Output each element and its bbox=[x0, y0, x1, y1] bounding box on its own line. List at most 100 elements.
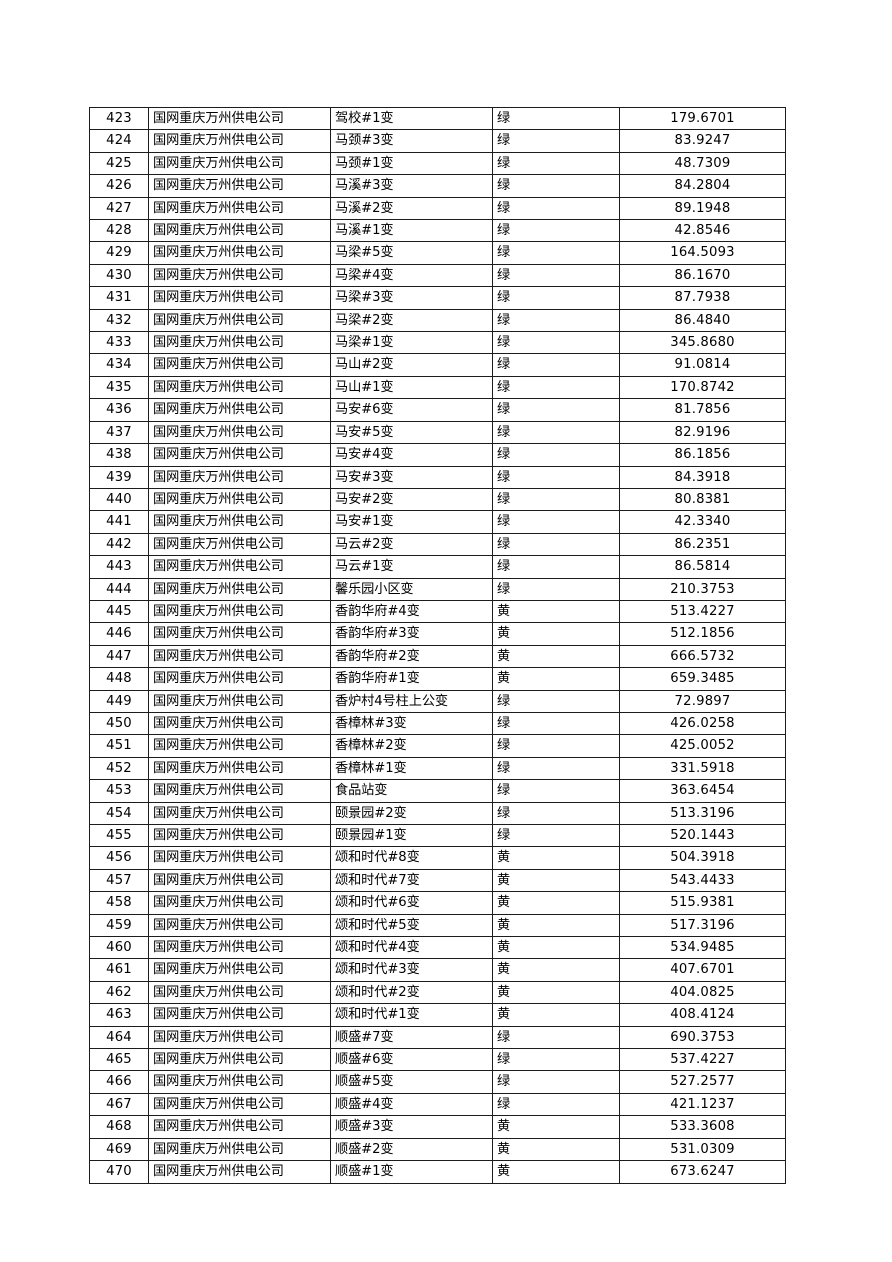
cell-index: 433 bbox=[89, 331, 149, 355]
cell-station: 马梁#1变 bbox=[330, 331, 493, 355]
cell-company: 国网重庆万州供电公司 bbox=[148, 219, 331, 243]
cell-index: 463 bbox=[89, 1003, 149, 1027]
cell-value: 543.4433 bbox=[619, 868, 786, 893]
cell-index: 466 bbox=[89, 1070, 149, 1094]
table-row: 441 国网重庆万州供电公司 马安#1变绿 42.3340 bbox=[89, 510, 786, 534]
table-row: 429 国网重庆万州供电公司 马梁#5变绿 164.5093 bbox=[89, 241, 786, 265]
cell-company: 国网重庆万州供电公司 bbox=[148, 286, 331, 310]
cell-company: 国网重庆万州供电公司 bbox=[148, 980, 331, 1005]
cell-station: 香樟林#3变 bbox=[330, 711, 493, 736]
cell-index: 459 bbox=[89, 913, 149, 938]
cell-station: 马安#3变 bbox=[330, 465, 493, 489]
table-row: 464 国网重庆万州供电公司 顺盛#7变绿 690.3753 bbox=[89, 1025, 786, 1050]
table-row: 444 国网重庆万州供电公司 馨乐园小区变绿 210.3753 bbox=[89, 577, 786, 601]
cell-value: 86.1856 bbox=[619, 443, 786, 467]
cell-company: 国网重庆万州供电公司 bbox=[148, 1115, 331, 1139]
cell-company: 国网重庆万州供电公司 bbox=[148, 689, 331, 713]
cell-station: 马梁#2变 bbox=[330, 308, 493, 333]
cell-value: 80.8381 bbox=[619, 487, 786, 512]
cell-status: 绿 bbox=[492, 801, 620, 826]
cell-company: 国网重庆万州供电公司 bbox=[148, 846, 331, 870]
cell-company: 国网重庆万州供电公司 bbox=[148, 398, 331, 422]
cell-station: 马安#5变 bbox=[330, 420, 493, 445]
cell-index: 454 bbox=[89, 801, 149, 826]
cell-company: 国网重庆万州供电公司 bbox=[148, 891, 331, 915]
cell-value: 81.7856 bbox=[619, 398, 786, 422]
cell-company: 国网重庆万州供电公司 bbox=[148, 1003, 331, 1027]
cell-status: 黄 bbox=[492, 980, 620, 1005]
cell-index: 436 bbox=[89, 398, 149, 422]
cell-value: 83.9247 bbox=[619, 129, 786, 153]
table-row: 438 国网重庆万州供电公司 马安#4变绿 86.1856 bbox=[89, 443, 786, 467]
cell-index: 434 bbox=[89, 353, 149, 377]
table-row: 469 国网重庆万州供电公司 顺盛#2变黄 531.0309 bbox=[89, 1137, 786, 1162]
cell-station: 驾校#1变 bbox=[330, 106, 493, 131]
table-row: 430 国网重庆万州供电公司 马梁#4变绿 86.1670 bbox=[89, 263, 786, 288]
cell-company: 国网重庆万州供电公司 bbox=[148, 174, 331, 198]
table-row: 433 国网重庆万州供电公司 马梁#1变绿 345.8680 bbox=[89, 331, 786, 355]
data-table-container: 423 国网重庆万州供电公司 驾校#1变绿 179.6701 424 国网重庆万州供电公司… bbox=[89, 106, 786, 1184]
cell-index: 424 bbox=[89, 129, 149, 153]
table-row: 432 国网重庆万州供电公司 马梁#2变绿 86.4840 bbox=[89, 308, 786, 333]
cell-index: 444 bbox=[89, 577, 149, 601]
cell-value: 527.2577 bbox=[619, 1070, 786, 1094]
table-row: 470 国网重庆万州供电公司 顺盛#1变黄 673.6247 bbox=[89, 1160, 786, 1184]
cell-status: 绿 bbox=[492, 577, 620, 601]
table-row: 463 国网重庆万州供电公司 颂和时代#1变黄 408.4124 bbox=[89, 1003, 786, 1027]
cell-company: 国网重庆万州供电公司 bbox=[148, 1048, 331, 1072]
cell-company: 国网重庆万州供电公司 bbox=[148, 823, 331, 848]
cell-status: 黄 bbox=[492, 846, 620, 870]
cell-status: 绿 bbox=[492, 756, 620, 781]
cell-index: 423 bbox=[89, 106, 149, 131]
cell-company: 国网重庆万州供电公司 bbox=[148, 577, 331, 601]
cell-index: 450 bbox=[89, 711, 149, 736]
cell-status: 黄 bbox=[492, 891, 620, 915]
table-row: 448 国网重庆万州供电公司 香韵华府#1变黄 659.3485 bbox=[89, 667, 786, 691]
cell-index: 443 bbox=[89, 555, 149, 579]
cell-value: 673.6247 bbox=[619, 1160, 786, 1184]
cell-status: 绿 bbox=[492, 465, 620, 489]
table-body: 423 国网重庆万州供电公司 驾校#1变绿 179.6701 424 国网重庆万州供电公司… bbox=[89, 106, 786, 1184]
cell-company: 国网重庆万州供电公司 bbox=[148, 599, 331, 624]
cell-company: 国网重庆万州供电公司 bbox=[148, 1070, 331, 1094]
cell-status: 绿 bbox=[492, 174, 620, 198]
cell-index: 438 bbox=[89, 443, 149, 467]
table-row: 431 国网重庆万州供电公司 马梁#3变绿 87.7938 bbox=[89, 286, 786, 310]
cell-value: 345.8680 bbox=[619, 331, 786, 355]
cell-status: 绿 bbox=[492, 196, 620, 221]
cell-station: 食品站变 bbox=[330, 779, 493, 803]
cell-status: 绿 bbox=[492, 487, 620, 512]
cell-value: 407.6701 bbox=[619, 958, 786, 982]
cell-index: 437 bbox=[89, 420, 149, 445]
cell-station: 马梁#5变 bbox=[330, 241, 493, 265]
cell-value: 164.5093 bbox=[619, 241, 786, 265]
cell-status: 绿 bbox=[492, 1048, 620, 1072]
cell-status: 黄 bbox=[492, 1137, 620, 1162]
cell-index: 428 bbox=[89, 219, 149, 243]
cell-status: 黄 bbox=[492, 644, 620, 669]
cell-status: 黄 bbox=[492, 868, 620, 893]
cell-status: 绿 bbox=[492, 532, 620, 557]
cell-station: 顺盛#3变 bbox=[330, 1115, 493, 1139]
cell-index: 451 bbox=[89, 734, 149, 758]
table-row: 450 国网重庆万州供电公司 香樟林#3变绿 426.0258 bbox=[89, 711, 786, 736]
cell-index: 427 bbox=[89, 196, 149, 221]
cell-status: 绿 bbox=[492, 734, 620, 758]
cell-status: 绿 bbox=[492, 398, 620, 422]
table-row: 427 国网重庆万州供电公司 马溪#2变绿 89.1948 bbox=[89, 196, 786, 221]
cell-index: 429 bbox=[89, 241, 149, 265]
cell-index: 452 bbox=[89, 756, 149, 781]
power-station-table: 423 国网重庆万州供电公司 驾校#1变绿 179.6701 424 国网重庆万州供电公司… bbox=[89, 106, 786, 1184]
cell-company: 国网重庆万州供电公司 bbox=[148, 465, 331, 489]
cell-value: 82.9196 bbox=[619, 420, 786, 445]
cell-status: 绿 bbox=[492, 823, 620, 848]
cell-station: 颂和时代#6变 bbox=[330, 891, 493, 915]
cell-station: 马颈#3变 bbox=[330, 129, 493, 153]
table-row: 459 国网重庆万州供电公司 颂和时代#5变黄 517.3196 bbox=[89, 913, 786, 938]
cell-index: 457 bbox=[89, 868, 149, 893]
cell-status: 绿 bbox=[492, 241, 620, 265]
cell-index: 465 bbox=[89, 1048, 149, 1072]
cell-company: 国网重庆万州供电公司 bbox=[148, 487, 331, 512]
cell-company: 国网重庆万州供电公司 bbox=[148, 756, 331, 781]
